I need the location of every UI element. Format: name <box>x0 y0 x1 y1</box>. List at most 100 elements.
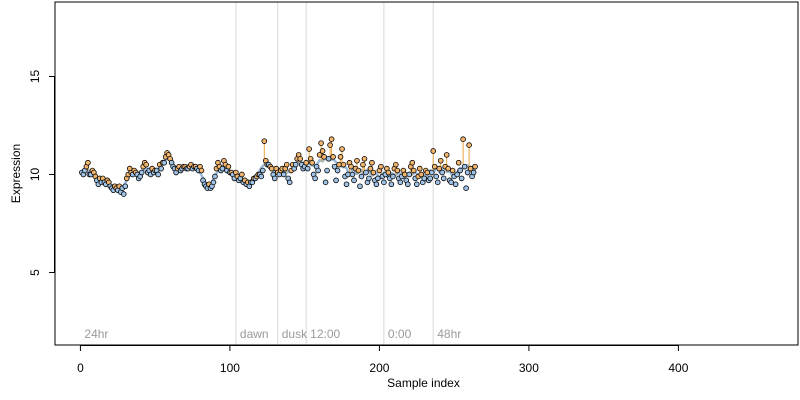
data-point <box>470 169 477 176</box>
data-point <box>138 169 145 176</box>
data-point <box>410 167 417 174</box>
data-point <box>239 171 245 178</box>
data-point <box>363 169 369 176</box>
data-point <box>283 161 290 168</box>
data-point <box>327 142 333 148</box>
data-point <box>333 177 339 184</box>
data-point <box>452 181 459 188</box>
data-point <box>454 171 460 178</box>
data-point <box>343 181 350 188</box>
data-point <box>340 161 347 168</box>
data-point <box>219 165 226 172</box>
data-point <box>394 167 401 174</box>
x-axis-label: Sample index <box>387 376 460 390</box>
x-tick-label: 0 <box>77 361 84 375</box>
data-point <box>434 179 441 186</box>
data-point <box>198 167 205 174</box>
data-point <box>424 169 431 176</box>
data-point <box>390 173 396 180</box>
data-point <box>421 175 428 182</box>
data-point <box>286 179 293 186</box>
data-point <box>280 171 287 178</box>
data-point <box>430 148 437 154</box>
data-point <box>367 165 374 172</box>
data-point <box>373 181 380 188</box>
data-point <box>406 171 413 178</box>
data-point <box>458 175 465 182</box>
data-point <box>122 183 129 190</box>
data-point <box>437 157 444 164</box>
data-point <box>439 169 445 176</box>
data-point <box>440 175 447 182</box>
region-label: dawn <box>240 327 269 341</box>
data-point <box>334 167 341 174</box>
data-point <box>292 161 299 168</box>
data-point <box>370 169 377 176</box>
data-point <box>405 181 411 188</box>
y-tick-label: 5 <box>28 269 42 276</box>
data-point <box>225 163 232 170</box>
data-point <box>418 171 425 178</box>
data-point <box>325 156 332 162</box>
data-point <box>143 161 149 168</box>
data-point <box>306 146 312 152</box>
data-point <box>155 171 161 178</box>
data-point <box>431 163 438 170</box>
data-point <box>258 173 265 180</box>
region-labels: 24hr dawn dusk 12:00 0:00 48hr <box>84 327 461 341</box>
data-point <box>260 167 266 174</box>
data-point <box>375 175 381 182</box>
data-point <box>427 175 434 182</box>
data-point <box>85 159 91 166</box>
data-point <box>268 165 275 172</box>
data-point <box>271 175 278 182</box>
data-point <box>321 154 327 160</box>
data-point <box>449 167 456 174</box>
data-point <box>457 167 463 174</box>
data-point <box>360 161 366 168</box>
data-point <box>331 163 338 170</box>
data-point <box>369 159 375 166</box>
data-point <box>358 173 365 180</box>
data-point <box>120 191 127 197</box>
x-tick-label: 400 <box>668 361 688 375</box>
data-point <box>336 161 342 168</box>
data-point <box>428 169 435 176</box>
y-tick-label: 10 <box>28 167 42 181</box>
region-label: 48hr <box>437 327 461 341</box>
data-point <box>319 148 326 154</box>
data-point <box>445 165 451 172</box>
x-tick-label: 200 <box>369 361 389 375</box>
data-point <box>304 165 311 172</box>
data-point <box>339 146 345 152</box>
data-point <box>349 171 356 178</box>
plot-border <box>54 1 799 346</box>
data-point <box>161 159 167 166</box>
region-label: dusk <box>282 327 308 341</box>
data-point <box>416 165 423 172</box>
data-point <box>330 154 336 160</box>
data-point <box>455 159 462 166</box>
data-point <box>464 169 471 176</box>
data-point <box>443 152 450 158</box>
data-point <box>345 171 351 178</box>
x-tick-label: 300 <box>519 361 539 375</box>
data-point <box>463 185 469 192</box>
data-point <box>409 159 416 166</box>
data-point <box>413 181 420 188</box>
data-point <box>402 171 408 178</box>
data-point <box>460 136 466 143</box>
data-point <box>324 167 330 174</box>
data-point <box>461 163 468 170</box>
data-point <box>393 161 399 168</box>
data-point <box>433 173 440 180</box>
data-point <box>366 175 372 182</box>
data-point <box>297 156 303 162</box>
data-point <box>467 165 474 172</box>
data-point <box>472 163 478 170</box>
data-point <box>397 179 404 186</box>
data-point <box>210 179 217 186</box>
data-point <box>309 159 315 166</box>
data-point <box>312 175 318 182</box>
